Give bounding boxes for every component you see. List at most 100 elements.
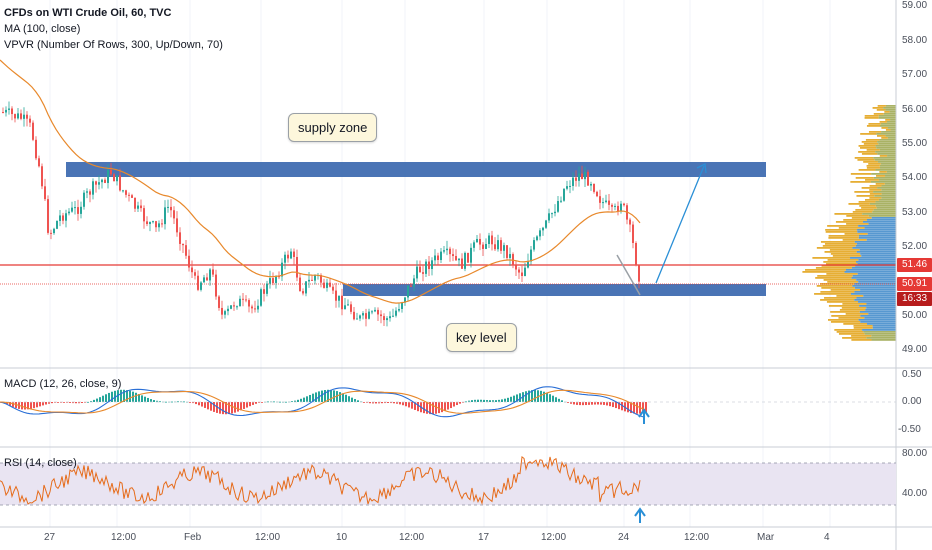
candle-body	[29, 118, 31, 123]
candle-body	[260, 289, 262, 306]
supply-zone-callout[interactable]: supply zone	[288, 113, 378, 142]
candle-body	[11, 108, 13, 115]
projection-arrowhead	[696, 163, 707, 174]
macd-bar	[129, 390, 131, 402]
volume-profile-bar	[880, 125, 896, 127]
macd-legend[interactable]: MACD (12, 26, close, 9)	[4, 378, 122, 390]
volume-profile-bar	[871, 335, 896, 337]
volume-profile-bar	[873, 113, 884, 115]
volume-profile-bar	[873, 177, 896, 179]
volume-profile-bar	[826, 263, 858, 265]
macd-bar	[453, 402, 455, 407]
time-label: 12:00	[255, 532, 281, 543]
volume-profile-bar	[866, 219, 896, 221]
key-level-box[interactable]	[343, 284, 766, 296]
candle-body	[185, 245, 187, 256]
macd-bar	[312, 393, 314, 402]
candle-body	[320, 274, 322, 283]
macd-bar	[519, 393, 521, 402]
volume-profile-bar	[842, 303, 867, 305]
candle-body	[296, 256, 298, 278]
macd-bar	[297, 399, 299, 402]
time-label: 12:00	[541, 532, 567, 543]
volume-profile-bar	[868, 215, 896, 217]
candle-body	[398, 308, 400, 311]
projection-arrow[interactable]	[655, 165, 705, 284]
macd-bar	[402, 402, 404, 406]
price-axis-label: 59.00	[902, 0, 928, 11]
macd-bar	[195, 402, 197, 405]
macd-bar	[474, 399, 476, 402]
countdown-tag: 16:33	[897, 292, 932, 306]
rsi-legend[interactable]: RSI (14, close)	[4, 457, 77, 469]
macd-bar	[399, 402, 401, 405]
key-level-callout[interactable]: key level	[446, 323, 517, 352]
vpvr-legend[interactable]: VPVR (Number Of Rows, 300, Up/Down, 70)	[4, 39, 223, 51]
volume-profile-bar	[838, 317, 865, 319]
macd-bar	[633, 402, 635, 414]
price-axis-label: 50.00	[902, 310, 928, 321]
rsi-line	[0, 455, 641, 506]
volume-profile-bar	[873, 209, 896, 211]
candle-body	[596, 191, 598, 197]
volume-profile-bar	[802, 271, 845, 273]
macd-bar	[45, 402, 47, 405]
macd-bar	[102, 395, 104, 402]
macd-bar	[642, 402, 644, 414]
candle-body	[539, 230, 541, 237]
volume-profile-bar	[844, 271, 896, 273]
macd-bar	[153, 400, 155, 402]
macd-bar	[459, 402, 461, 404]
candle-body	[2, 112, 4, 113]
volume-profile-bar	[845, 269, 896, 271]
macd-bar	[315, 392, 317, 402]
volume-profile-bar	[827, 281, 859, 283]
macd-bar	[9, 402, 11, 406]
volume-profile-bar	[823, 261, 857, 263]
macd-bar	[246, 402, 248, 408]
macd-bar	[486, 400, 488, 402]
volume-profile-bar	[824, 243, 857, 245]
volume-profile-bar	[850, 173, 872, 175]
price-axis-label: 56.00	[902, 104, 928, 115]
candle-body	[542, 227, 544, 231]
candle-body	[137, 205, 139, 209]
candle-body	[71, 207, 73, 212]
down-arrow-line	[616, 254, 641, 296]
candle-body	[446, 248, 448, 251]
macd-bar	[99, 397, 101, 402]
macd-bar	[363, 402, 365, 403]
candle-body	[170, 206, 172, 211]
candle-body	[461, 258, 463, 269]
macd-bar	[438, 402, 440, 414]
volume-profile-bar	[865, 179, 879, 181]
candle-body	[251, 306, 253, 309]
candle-body	[119, 175, 121, 191]
volume-profile-bar	[881, 189, 896, 191]
candle-body	[506, 245, 508, 258]
macd-bar	[531, 390, 533, 402]
macd-bar	[375, 402, 377, 404]
volume-profile-bar	[860, 253, 896, 255]
macd-bar	[96, 398, 98, 402]
time-label: 24	[618, 532, 630, 543]
macd-bar	[333, 390, 335, 402]
volume-profile-bar	[864, 115, 879, 117]
macd-bar	[114, 390, 116, 402]
volume-profile-bar	[879, 139, 896, 141]
macd-line	[0, 386, 646, 418]
time-label: 17	[478, 532, 490, 543]
candle-body	[323, 282, 325, 288]
candle-body	[392, 315, 394, 317]
candle-body	[101, 179, 103, 183]
candle-body	[257, 305, 259, 310]
candle-body	[620, 203, 622, 212]
macd-bar	[291, 401, 293, 403]
supply-zone-box[interactable]	[66, 162, 766, 177]
ma-legend[interactable]: MA (100, close)	[4, 23, 81, 35]
macd-bar	[141, 395, 143, 402]
candle-body	[374, 309, 376, 312]
volume-profile-bar	[854, 299, 896, 301]
candle-body	[389, 316, 391, 319]
